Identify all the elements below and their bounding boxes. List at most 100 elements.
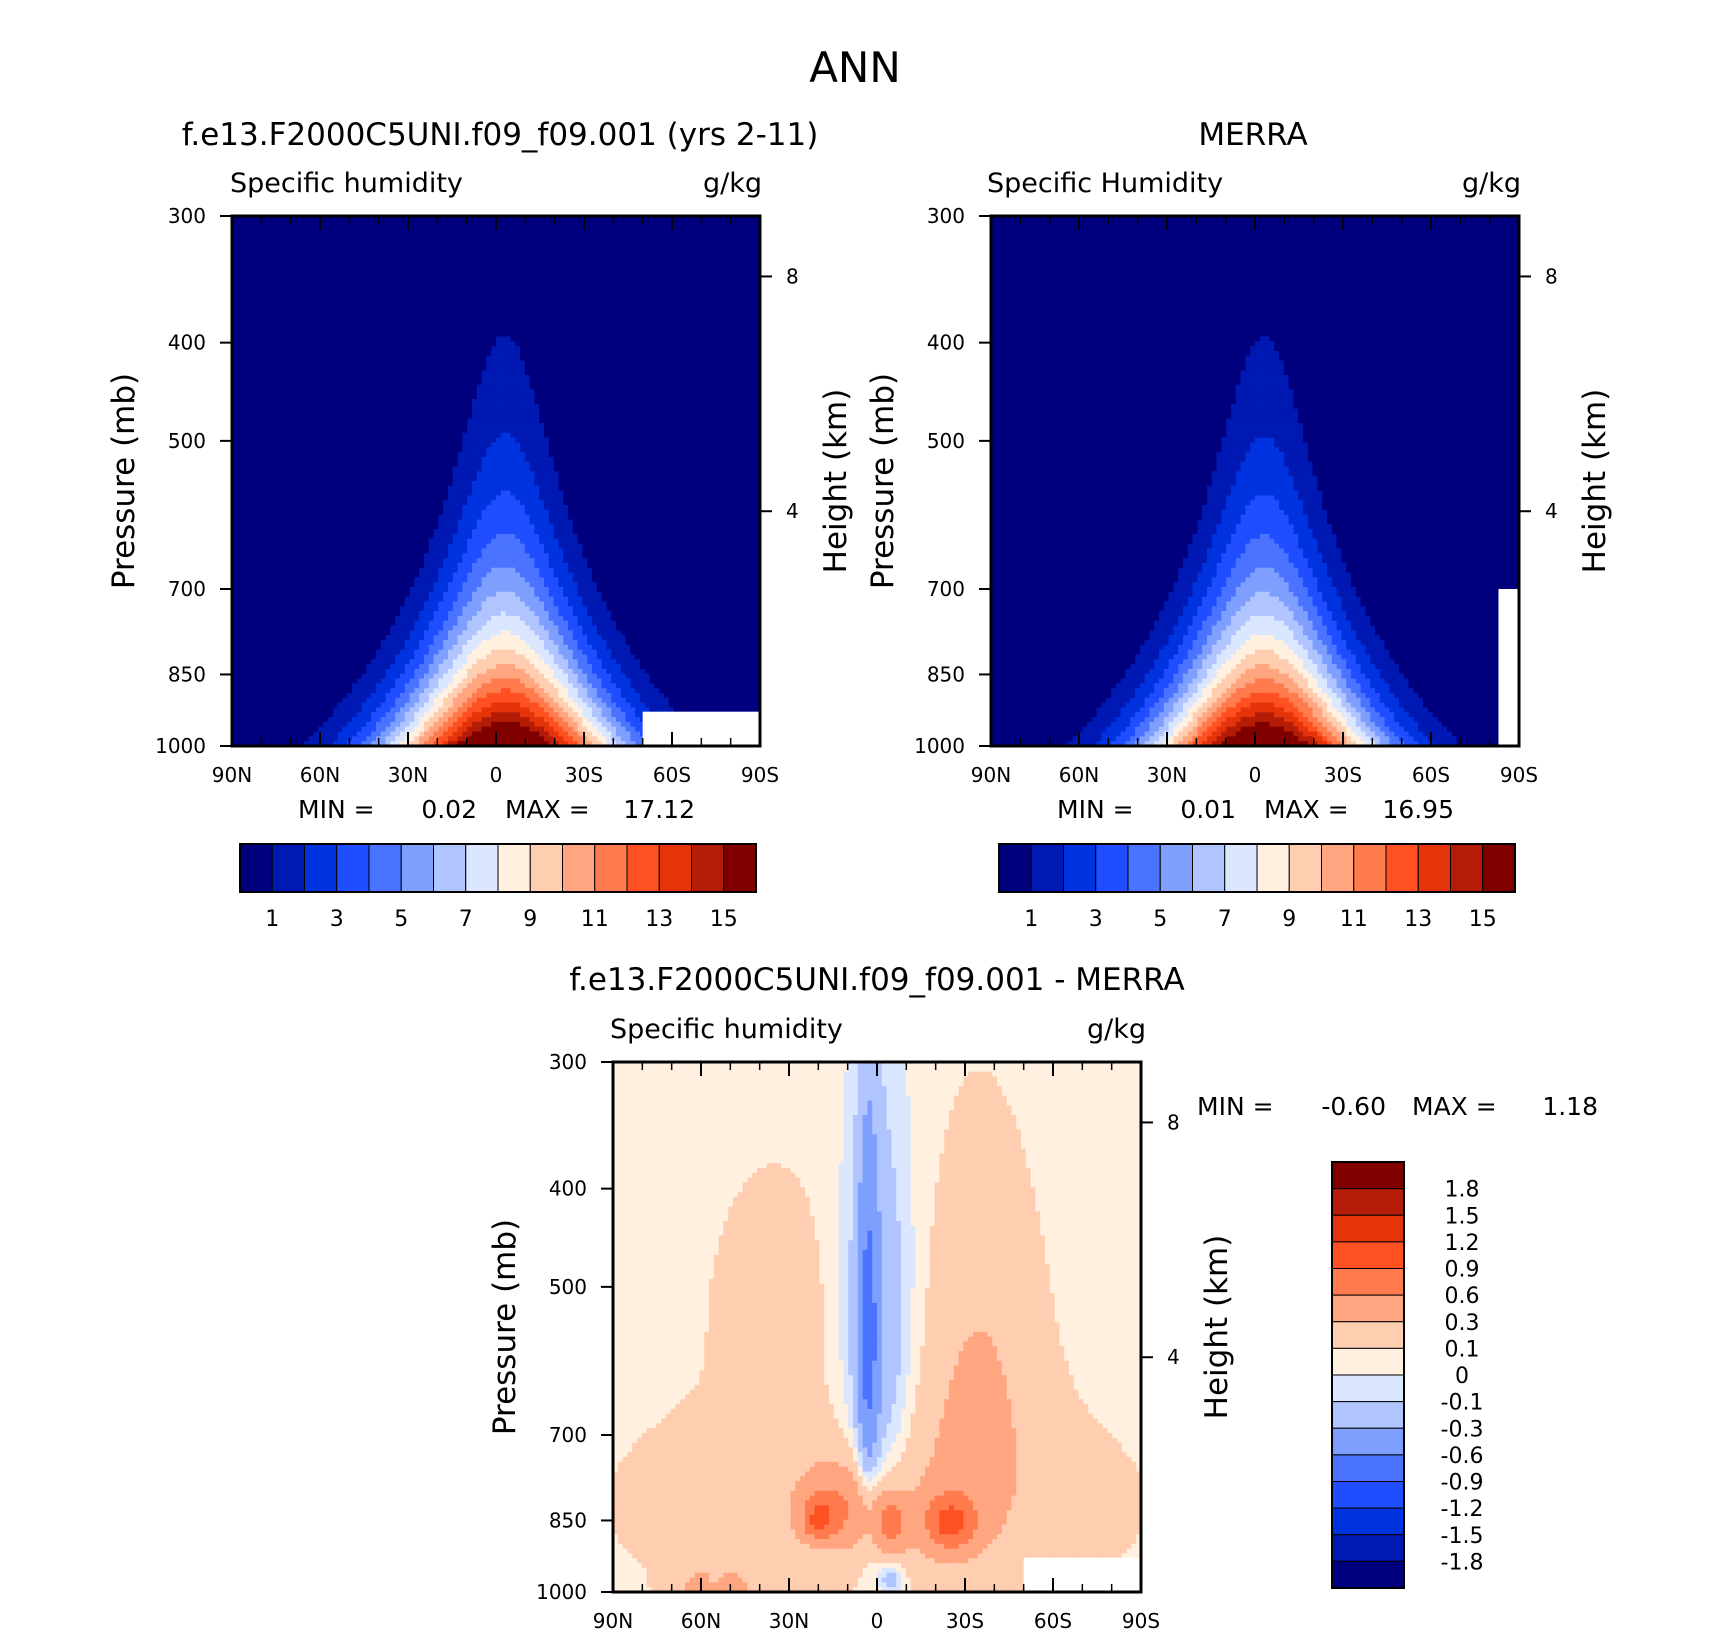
contour-cell: [366, 326, 372, 333]
contour-cell: [534, 322, 540, 328]
contour-cell: [409, 379, 415, 386]
contour-cell: [707, 331, 713, 338]
contour-cell: [611, 317, 617, 323]
contour-cell: [640, 370, 646, 376]
contour-cell: [419, 269, 425, 275]
contour-cell: [376, 408, 382, 415]
contour-cell: [241, 312, 247, 318]
contour-cell: [323, 418, 329, 424]
contour-cell: [620, 273, 627, 280]
contour-cell: [606, 235, 612, 241]
contour-cell: [323, 346, 329, 352]
contour-cell: [433, 418, 439, 424]
contour-cell: [606, 322, 612, 328]
contour-cell: [342, 336, 348, 342]
contour-cell: [582, 350, 588, 357]
contour-cell: [414, 375, 420, 381]
contour-cell: [265, 264, 271, 270]
contour-cell: [712, 297, 718, 304]
contour-cell: [404, 322, 411, 328]
contour-cell: [318, 259, 324, 265]
contour-cell: [596, 394, 603, 400]
contour-cell: [534, 269, 540, 275]
contour-cell: [491, 230, 497, 236]
contour-cell: [409, 297, 415, 304]
contour-cell: [318, 307, 324, 313]
contour-cell: [544, 235, 550, 241]
contour-cell: [284, 384, 291, 391]
contour-cell: [664, 220, 670, 227]
contour-cell: [371, 331, 377, 338]
contour-cell: [524, 375, 531, 381]
contour-cell: [400, 235, 406, 241]
contour-cell: [304, 293, 310, 299]
contour-cell: [352, 249, 358, 256]
contour-cell: [304, 384, 310, 391]
contour-cell: [635, 230, 641, 236]
contour-cell: [414, 394, 420, 400]
contour-cell: [275, 384, 281, 391]
contour-cell: [616, 312, 622, 318]
contour-cell: [419, 240, 425, 246]
contour-cell: [750, 394, 756, 400]
contour-cell: [568, 375, 574, 381]
contour-cell: [424, 297, 430, 304]
contour-cell: [726, 283, 732, 289]
contour-cell: [740, 394, 747, 400]
contour-cell: [673, 269, 679, 275]
contour-cell: [409, 350, 415, 357]
contour-cell: [644, 278, 651, 285]
contour-cell: [649, 293, 655, 299]
contour-cell: [515, 244, 521, 251]
contour-cell: [716, 225, 723, 232]
contour-cell: [745, 312, 751, 318]
contour-cell: [467, 307, 473, 313]
contour-cell: [476, 399, 483, 405]
contour-cell: [750, 220, 756, 227]
contour-cell: [395, 297, 401, 304]
contour-cell: [688, 283, 694, 289]
contour-cell: [731, 240, 737, 246]
contour-cell: [716, 249, 723, 256]
contour-cell: [294, 273, 300, 280]
contour-cell: [308, 413, 315, 419]
contour-cell: [544, 230, 550, 236]
contour-cell: [332, 408, 339, 415]
contour-cell: [457, 273, 463, 280]
contour-cell: [673, 370, 679, 376]
contour-cell: [299, 408, 305, 415]
contour-cell: [544, 307, 550, 313]
contour-cell: [366, 317, 372, 323]
contour-cell: [448, 317, 454, 323]
contour-cell: [697, 350, 703, 357]
contour-cell: [692, 418, 699, 424]
contour-cell: [558, 384, 564, 391]
contour-cell: [414, 418, 420, 424]
contour-cell: [332, 264, 339, 270]
contour-cell: [400, 302, 406, 309]
contour-cell: [467, 312, 473, 318]
contour-cell: [371, 384, 377, 391]
contour-cell: [731, 331, 737, 338]
contour-cell: [692, 220, 699, 227]
contour-cell: [265, 249, 271, 256]
contour-cell: [668, 375, 675, 381]
contour-cell: [505, 307, 511, 313]
contour-cell: [620, 254, 627, 260]
contour-cell: [755, 293, 761, 299]
contour-cell: [587, 317, 593, 323]
contour-cell: [548, 322, 555, 328]
contour-cell: [294, 283, 300, 289]
contour-cell: [246, 418, 252, 424]
contour-cell: [625, 278, 631, 285]
contour-cell: [683, 220, 689, 227]
contour-cell: [688, 389, 694, 395]
contour-cell: [232, 317, 238, 323]
contour-cell: [424, 283, 430, 289]
contour-cell: [707, 384, 713, 391]
contour-cell: [318, 389, 324, 395]
contour-cell: [467, 230, 473, 236]
contour-cell: [294, 428, 300, 434]
contour-cell: [284, 259, 291, 265]
contour-cell: [496, 336, 502, 342]
